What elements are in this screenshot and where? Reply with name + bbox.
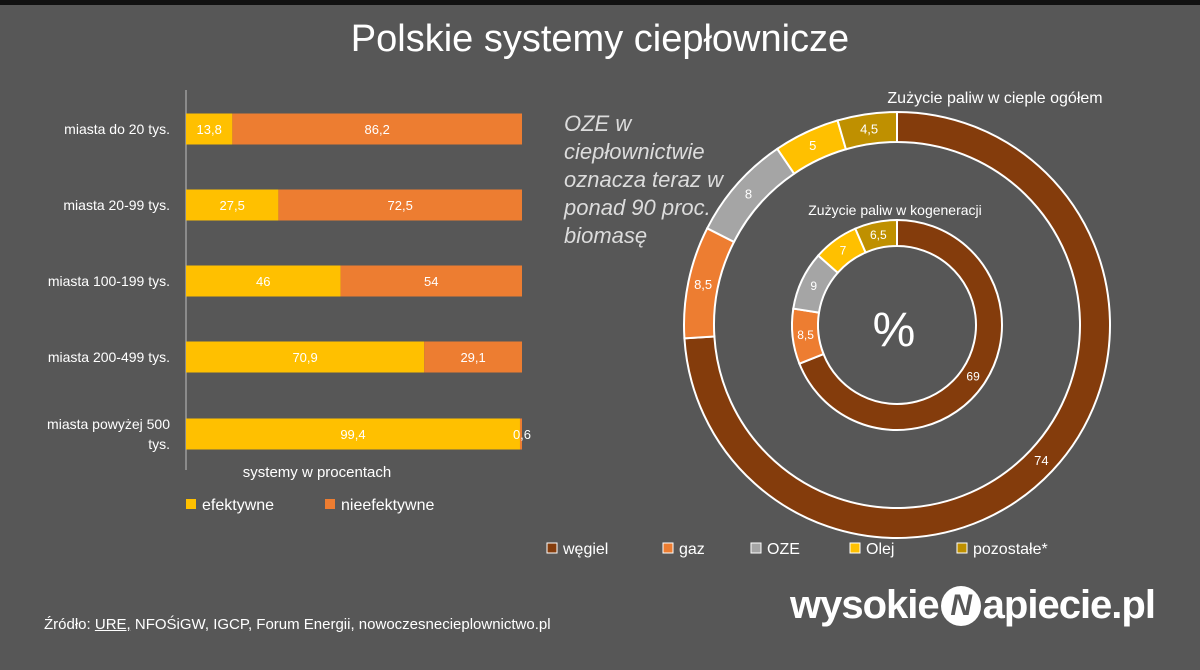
inner-donut-data-label: 6,5 [870,228,887,242]
inner-donut-slice-pozostałe [853,218,898,254]
pie-legend-label-gaz: gaz [679,541,705,558]
source-prefix: Źródło: [44,616,95,633]
bar-efektywne-1 [186,189,279,221]
bar-data-label: 27,5 [220,198,245,213]
bar-efektywne-0 [186,113,233,145]
inner-donut-data-label: 7 [840,244,847,258]
pie-legend-swatch-oze [750,542,762,554]
bar-category-label: miasta powyżej 500 [47,416,170,432]
inner-donut-data-label: 69 [966,370,980,384]
pie-legend-swatch-gaz [662,542,674,554]
inner-donut-slice-węgiel [798,218,1003,431]
pie-legend-label-pozostałe: pozostałe* [973,541,1048,558]
bar-data-label: 86,2 [365,122,390,137]
outer-donut-data-label: 5 [809,138,816,153]
donut-center-label: % [873,304,916,357]
legend-label-nieefektywne: nieefektywne [341,497,434,514]
top-bar [0,0,1200,5]
bar-efektywne-2 [186,265,341,297]
bar-nieefektywne-3 [424,341,522,373]
outer-donut-slice-węgiel [683,110,1111,539]
legend-label-efektywne: efektywne [202,497,274,514]
bar-data-label: 72,5 [388,198,413,213]
bar-data-label: 13,8 [197,122,222,137]
inner-donut-data-label: 8,5 [797,328,814,342]
page-title: Polskie systemy ciepłownicze [350,18,850,60]
outer-donut-data-label: 8,5 [694,277,712,292]
source-link-ure[interactable]: URE, [94,616,131,633]
bar-category-label: tys. [148,436,170,452]
source-line: Źródło: URE, NFOŚiGW, IGCP, Forum Energi… [44,616,551,633]
bar-data-label: 46 [256,274,270,289]
bar-category-label: miasta do 20 tys. [64,121,170,137]
outer-donut-data-label: 4,5 [860,121,878,136]
bar-data-label: 70,9 [292,350,317,365]
bar-data-label: 99,4 [340,427,365,442]
outer-donut-title: Zużycie paliw w cieple ogółem [887,90,1102,107]
bar-category-label: miasta 100-199 tys. [48,273,170,289]
bar-data-label: 54 [424,274,438,289]
pie-legend-swatch-węgiel [546,542,558,554]
bar-axis-title: systemy w procentach [243,464,391,481]
bar-nieefektywne-2 [340,265,522,297]
inner-donut-title: Zużycie paliw w kogeneracji [808,202,982,218]
oze-note: OZE w ciepłownictwie oznacza teraz w pon… [564,111,723,248]
bar-nieefektywne-0 [232,113,523,145]
brand-logo: wysokie N apiecie.pl [790,583,1156,628]
pie-legend-swatch-olej [849,542,861,554]
legend-swatch-efektywne [186,499,196,509]
legend-swatch-nieefektywne [325,499,335,509]
inner-donut-data-label: 9 [810,279,817,293]
bar-efektywne-4 [186,418,520,450]
bar-category-label: miasta 20-99 tys. [63,197,170,213]
logo-text-left: wysokie [790,583,940,627]
outer-donut-data-label: 74 [1034,453,1048,468]
pie-legend-label-olej: Olej [866,541,894,558]
logo-text-right: apiecie.pl [982,583,1156,627]
outer-donut-data-label: 8 [745,186,752,201]
bar-nieefektywne-4 [519,418,522,450]
pie-legend-label-węgiel: węgiel [562,541,608,558]
bar-nieefektywne-1 [278,189,522,221]
pie-legend-label-oze: OZE [767,541,800,558]
outer-donut-slice-pozostałe [836,110,898,151]
bar-efektywne-3 [186,341,425,373]
bar-data-label: 29,1 [460,350,485,365]
bar-category-label: miasta 200-499 tys. [48,349,170,365]
bar-data-label: 0,6 [513,427,531,442]
lightning-icon: N [940,585,981,626]
source-rest: NFOŚiGW, IGCP, Forum Energii, nowoczesne… [130,616,551,633]
pie-legend-swatch-pozostałe [956,542,968,554]
